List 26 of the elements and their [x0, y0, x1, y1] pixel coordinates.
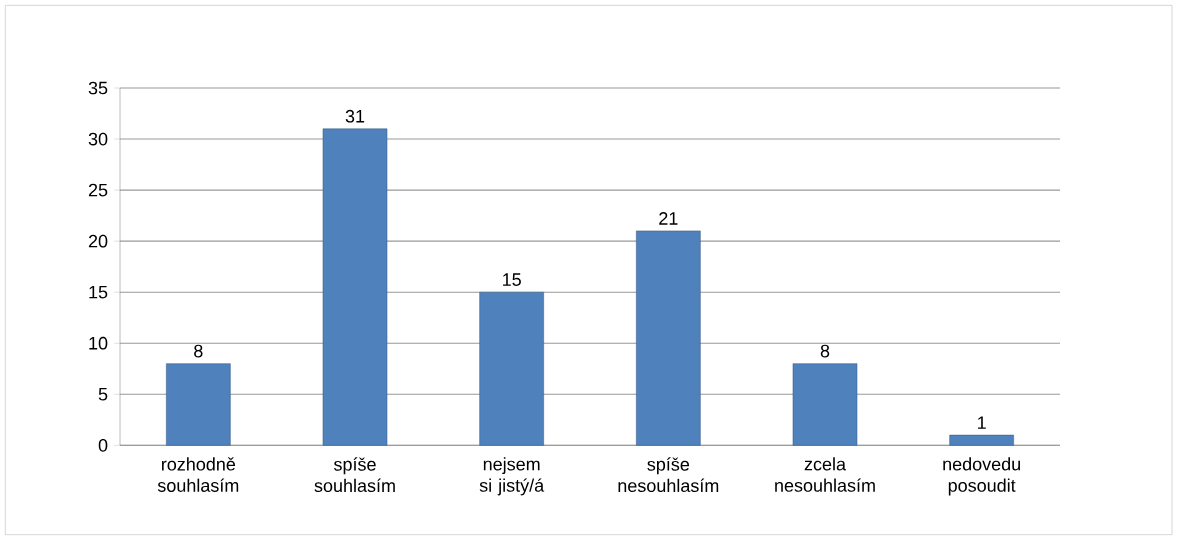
y-tick-label: 10 [89, 336, 108, 350]
y-tick-label: 25 [88, 183, 108, 197]
bar [636, 230, 701, 446]
y-tick-label: 15 [89, 285, 108, 299]
data-label: 1 [978, 416, 986, 429]
y-tick-label: 20 [88, 234, 108, 248]
data-label: 31 [345, 109, 365, 123]
x-tick-label: spíše nesouhlasím [618, 457, 719, 493]
data-label: 21 [659, 212, 678, 225]
x-tick-label: spíše souhlasím [314, 457, 395, 493]
bar [479, 291, 544, 446]
y-tick-label: 30 [88, 132, 108, 146]
x-tick-label: zcela nesouhlasím [775, 457, 875, 492]
bar [322, 128, 388, 446]
bar [949, 434, 1014, 446]
bar [792, 363, 858, 446]
data-label: 15 [503, 273, 521, 286]
y-tick-label: 0 [98, 438, 108, 452]
y-tick-label: 35 [88, 81, 108, 95]
x-tick-label: nejsem si jistý/á [479, 457, 545, 496]
x-tick-label: rozhodně souhlasím [157, 457, 239, 492]
bar [166, 363, 231, 446]
data-label: 8 [820, 344, 830, 358]
data-label: 8 [194, 344, 203, 358]
x-tick-label: nedovedu posoudit [943, 457, 1020, 496]
y-tick-label: 5 [98, 388, 108, 401]
